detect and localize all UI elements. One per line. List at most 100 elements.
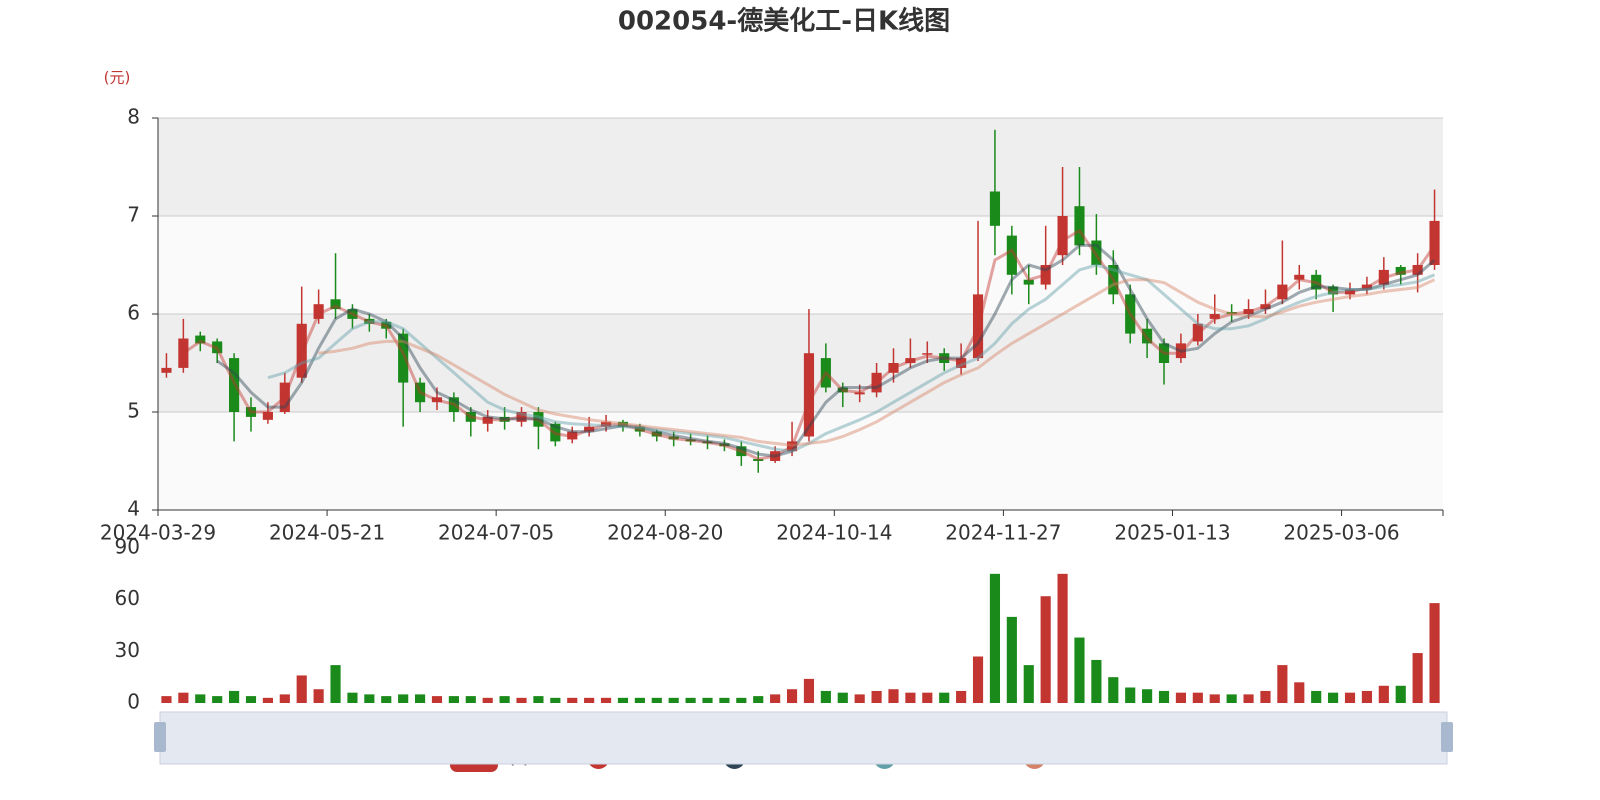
volume-bar [1108,677,1119,703]
candle-body [1361,284,1372,290]
candle-body [381,321,392,329]
volume-bar [922,692,933,703]
volume-bar [820,690,831,703]
volume-tick-label: 90 [115,535,140,559]
volume-bar [550,697,561,703]
candle-body [820,358,831,388]
candle-body [786,441,798,452]
x-tick-label: 2024-11-27 [945,521,1061,545]
y-tick-label: 8 [127,105,140,129]
candle-body [685,439,696,442]
volume-bar [989,573,1001,703]
grid-band [158,118,1443,216]
volume-bar [415,694,426,703]
candle-body [1158,343,1170,363]
candle-body [702,441,713,444]
volume-bar [1243,694,1254,703]
volume-bar [1277,665,1288,703]
volume-bar [600,697,612,703]
zoom-slider[interactable] [159,711,1448,765]
volume-bar [972,656,984,703]
candle-body [634,426,645,432]
volume-bar [1142,689,1153,703]
candle-body [956,358,967,368]
candle-body [753,459,764,461]
volume-bar [1125,687,1136,703]
candle-body [837,387,848,393]
volume-bar [888,689,899,703]
volume-bar [1040,596,1051,703]
volume-bar [685,697,696,703]
volume-bar [1260,690,1271,703]
candle-body [415,382,426,403]
volume-bar [753,696,764,703]
volume-bar [1412,653,1423,703]
candle-body [1209,314,1220,319]
candle-body [347,309,358,319]
chart-title: 002054-德美化工-日K线图 [618,6,950,37]
volume-bar [719,697,730,703]
volume-tick-label: 30 [115,638,140,662]
volume-bar [939,692,950,703]
grid-band [158,314,1443,412]
volume-bar [212,696,223,703]
candle-body [178,338,189,368]
candle-body [296,323,307,378]
volume-bar [533,696,544,703]
x-tick-label: 2024-10-14 [776,521,892,545]
volume-bar [584,697,595,703]
candle-body [364,318,375,324]
volume-bar [1006,616,1017,703]
ma-line [267,263,1436,453]
candle-body [617,421,629,427]
candle-body [1175,343,1186,359]
candle-body [651,431,662,437]
candle-body [1429,220,1440,265]
volume-bar [499,696,510,703]
candle-body [262,412,273,420]
volume-bar [736,697,747,703]
ma-line [182,229,1436,461]
volume-bar [1361,690,1372,703]
volume-bar [956,690,967,703]
candle-body [854,392,865,395]
candle-body [212,341,223,354]
ma-line [318,278,1436,447]
candle-body [533,412,544,427]
volume-bar [381,696,392,703]
volume-bar [1158,690,1170,703]
volume-bar [516,697,527,703]
y-axis-unit: (元) [104,69,131,87]
volume-bar [837,692,848,703]
volume-bar [347,692,358,703]
volume-bar [364,694,375,703]
volume-bar [161,696,172,703]
candle-body [989,191,1001,226]
y-tick-label: 7 [127,203,140,227]
volume-bar [1192,692,1203,703]
volume-bar [668,697,679,703]
candle-body [1006,235,1017,275]
candle-body [398,333,409,383]
candle-body [516,412,527,422]
zoom-handle-left[interactable] [154,722,166,752]
candle-body [1023,279,1034,285]
candle-body [1412,265,1423,275]
candle-body [905,358,916,363]
candle-body [229,358,240,412]
candle-body [939,353,950,363]
volume-bar [296,675,307,703]
volume-bar [262,697,273,703]
candle-body [330,299,341,310]
candle-body [1040,265,1051,285]
candle-body [584,426,595,432]
volume-bar [1344,692,1356,703]
candle-body [1344,289,1356,295]
zoom-handle-right[interactable] [1441,722,1453,752]
volume-bar [330,665,341,703]
volume-bar [1091,659,1102,703]
volume-bar [786,689,798,703]
volume-bar [1378,685,1389,703]
volume-bar [1074,637,1085,703]
volume-bar [1209,694,1220,703]
